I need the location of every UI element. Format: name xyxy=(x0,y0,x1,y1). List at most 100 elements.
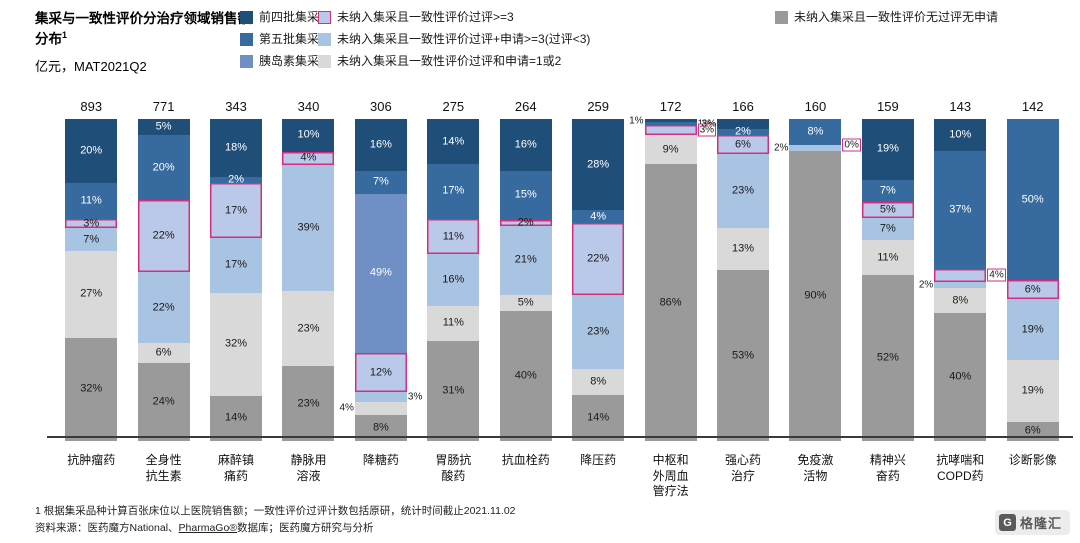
segment-pe3: 22% xyxy=(572,223,625,295)
segment-label: 4% xyxy=(339,402,354,414)
segment-pe3: 22% xyxy=(137,200,190,272)
bar-column: 166 3% 2% 6% 23% 13% 53% 强心药 治疗 xyxy=(702,90,779,500)
bar-total-label: 771 xyxy=(152,99,175,114)
bar-column: 142 50% 6% 19% 19% 6% 诊断影像 xyxy=(996,90,1068,500)
segment-label: 12% xyxy=(369,366,392,379)
bar-column: 343 18% 2% 17% 17% 32% 14% 麻醉镇 痛药 xyxy=(200,90,272,500)
segment-label: 18% xyxy=(225,141,248,154)
segment-pe3: 3% xyxy=(644,123,717,137)
segment-label: 3% xyxy=(697,123,717,137)
segment-none: 31% xyxy=(427,341,480,441)
segment-label: 8% xyxy=(590,375,607,388)
chart-title: 集采与一致性评价分治疗领域销售额分布1 xyxy=(35,10,261,49)
segment-label: 2% xyxy=(517,216,534,229)
legend-item-q4: 前四批集采 xyxy=(240,10,319,24)
segment-pa12: 32% xyxy=(210,292,263,396)
segment-q5: 17% xyxy=(427,164,480,219)
category-label: 静脉用 溶液 xyxy=(290,453,327,483)
pharmago-link[interactable]: PharmaGo® xyxy=(178,521,238,534)
segment-label: 6% xyxy=(1024,283,1041,296)
legend-item-pa12: 未纳入集采且一致性评价过评和申请=1或2 xyxy=(318,54,590,68)
segment-pe3: 6% xyxy=(717,135,769,155)
segment-label: 7% xyxy=(372,175,389,188)
x-axis-line xyxy=(47,436,1073,438)
segment-q4: 14% xyxy=(427,119,480,165)
legend-swatch-pe3-icon xyxy=(318,10,331,24)
bar-total-label: 306 xyxy=(370,99,392,114)
bar-total-label: 143 xyxy=(949,99,972,114)
legend-label: 未纳入集采且一致性评价无过评无申请 xyxy=(794,10,999,24)
legend-swatch-none-icon xyxy=(775,10,788,24)
segment-label: 3% xyxy=(701,118,716,130)
category-label: 全身性 抗生素 xyxy=(145,453,182,483)
segment-q4: 16% xyxy=(354,119,407,172)
bar-total-label: 340 xyxy=(297,99,320,114)
segment-label: 11% xyxy=(442,230,464,243)
segment-label: 39% xyxy=(297,221,320,234)
bar-column: 143 10% 37% 4% 2% 8% 40% 抗哮喘和 COPD药 xyxy=(919,90,1006,500)
segment-pa3: 21% xyxy=(499,226,552,295)
segment-pa3: 7% xyxy=(861,217,914,241)
segment-label: 19% xyxy=(876,142,899,155)
segment-label: 21% xyxy=(514,253,537,266)
category-label: 降压药 xyxy=(580,453,617,467)
bar-total-label: 142 xyxy=(1021,99,1044,114)
segment-label: 2% xyxy=(228,173,244,186)
bar: 3% 2% 6% 23% 13% 53% xyxy=(702,118,769,441)
bar-total-label: 159 xyxy=(877,99,899,114)
legend-column: 前四批集采 第五批集采 胰岛素集采 xyxy=(240,10,319,76)
segment-pa12: 5% xyxy=(499,294,552,311)
segment-pa3: 17% xyxy=(210,238,263,293)
legend-label: 第五批集采 xyxy=(259,32,320,46)
segment-label: 3% xyxy=(407,391,423,403)
segment-label: 28% xyxy=(587,158,610,171)
segment-none: 14% xyxy=(210,395,263,441)
segment-none: 90% xyxy=(789,151,842,441)
segment-q4: 1% xyxy=(629,115,697,126)
segment-label: 11% xyxy=(442,316,464,329)
legend-item-q5: 第五批集采 xyxy=(240,32,319,46)
segment-label: 19% xyxy=(1021,323,1044,336)
segment-q4: 5% xyxy=(137,119,190,136)
gelonghui-logo: G 格隆汇 xyxy=(994,510,1070,535)
segment-none: 40% xyxy=(934,313,987,441)
segment-label: 13% xyxy=(731,242,755,255)
legend-item-pa3: 未纳入集采且一致性评价过评+申请>=3(过评<3) xyxy=(318,32,590,46)
category-label: 诊断影像 xyxy=(1008,453,1057,467)
segment-label: 4% xyxy=(300,151,317,164)
category-label: 强心药 治疗 xyxy=(725,453,762,483)
segment-none: 14% xyxy=(572,395,625,441)
segment-label: 4% xyxy=(987,268,1006,282)
segment-label: 17% xyxy=(442,184,465,197)
footnote-source-post: 数据库；医药魔方研究与分析 xyxy=(237,521,374,534)
segment-label: 53% xyxy=(731,349,755,362)
category-label: 抗血栓药 xyxy=(501,453,550,467)
segment-label: 40% xyxy=(949,370,972,383)
stacked-bar-chart: 893 20% 11% 3% 7% 27% 32% 抗肿瘤药 771 5% 20% 22% 22% 6% 2… xyxy=(47,90,1073,500)
segment-label: 7% xyxy=(83,233,100,246)
bar-total-label: 172 xyxy=(659,99,682,114)
bar: 28% 4% 22% 23% 8% 14% xyxy=(572,119,625,441)
segment-label: 31% xyxy=(442,384,465,397)
segment-label: 32% xyxy=(225,337,248,350)
title-footnote-ref: 1 xyxy=(62,29,68,40)
legend-item-none: 未纳入集采且一致性评价无过评无申请 xyxy=(775,10,998,24)
segment-pa3: 39% xyxy=(282,164,335,292)
bar: 1%1%3%9%86% xyxy=(629,115,717,441)
segment-none: 6% xyxy=(1006,421,1059,441)
segment-label: 8% xyxy=(952,294,969,307)
segment-label: 10% xyxy=(297,128,320,141)
segment-q4: 3% xyxy=(702,118,769,129)
bar-total-label: 893 xyxy=(80,99,103,114)
segment-q5: 4% xyxy=(572,210,625,224)
segment-label: 16% xyxy=(369,138,392,151)
segment-pa12: 4% xyxy=(339,401,407,415)
segment-pa12: 9% xyxy=(644,135,697,165)
segment-label: 22% xyxy=(587,252,610,265)
category-label: 降糖药 xyxy=(362,453,399,467)
segment-label: 2% xyxy=(735,125,751,138)
segment-label: 7% xyxy=(879,222,896,235)
bar-total-label: 259 xyxy=(587,99,610,114)
bar: 20% 11% 3% 7% 27% 32% xyxy=(65,119,118,441)
